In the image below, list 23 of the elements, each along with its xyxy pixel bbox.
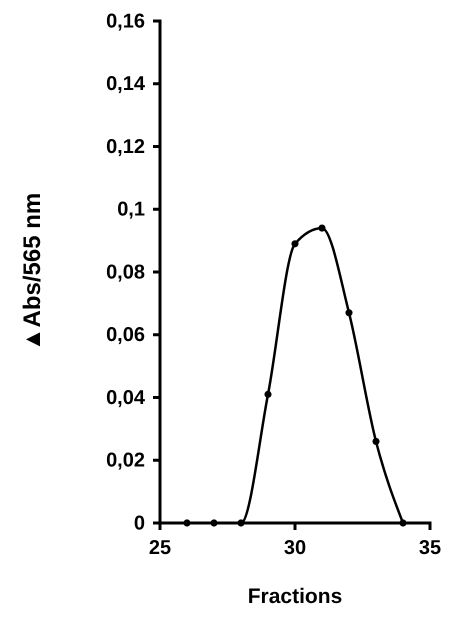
y-tick-label: 0,1 bbox=[117, 198, 145, 221]
y-tick-label: 0,04 bbox=[106, 386, 146, 409]
x-tick-label: 25 bbox=[148, 537, 172, 560]
point bbox=[372, 438, 380, 445]
point bbox=[399, 519, 407, 527]
point bbox=[264, 390, 272, 398]
point bbox=[345, 309, 353, 316]
y-tick-label: 0,12 bbox=[106, 136, 145, 158]
x-tick-label: 30 bbox=[284, 537, 306, 560]
point bbox=[237, 519, 245, 527]
x-tick-label: 35 bbox=[418, 537, 442, 560]
y-axis-title: ▲Abs/565 nm bbox=[19, 192, 46, 352]
y-tick-label: 0 bbox=[134, 512, 145, 534]
y-tick-label: 0,02 bbox=[106, 450, 145, 472]
point bbox=[318, 224, 326, 232]
point bbox=[210, 519, 218, 527]
point bbox=[183, 519, 191, 527]
y-tick-label: 0,16 bbox=[106, 10, 145, 32]
x-axis-title: Fractions bbox=[248, 585, 342, 608]
point bbox=[291, 240, 299, 248]
y-tick-label: 0,06 bbox=[106, 324, 145, 346]
y-tick-label: 0,14 bbox=[106, 73, 146, 96]
y-tick-label: 0,08 bbox=[106, 261, 145, 284]
